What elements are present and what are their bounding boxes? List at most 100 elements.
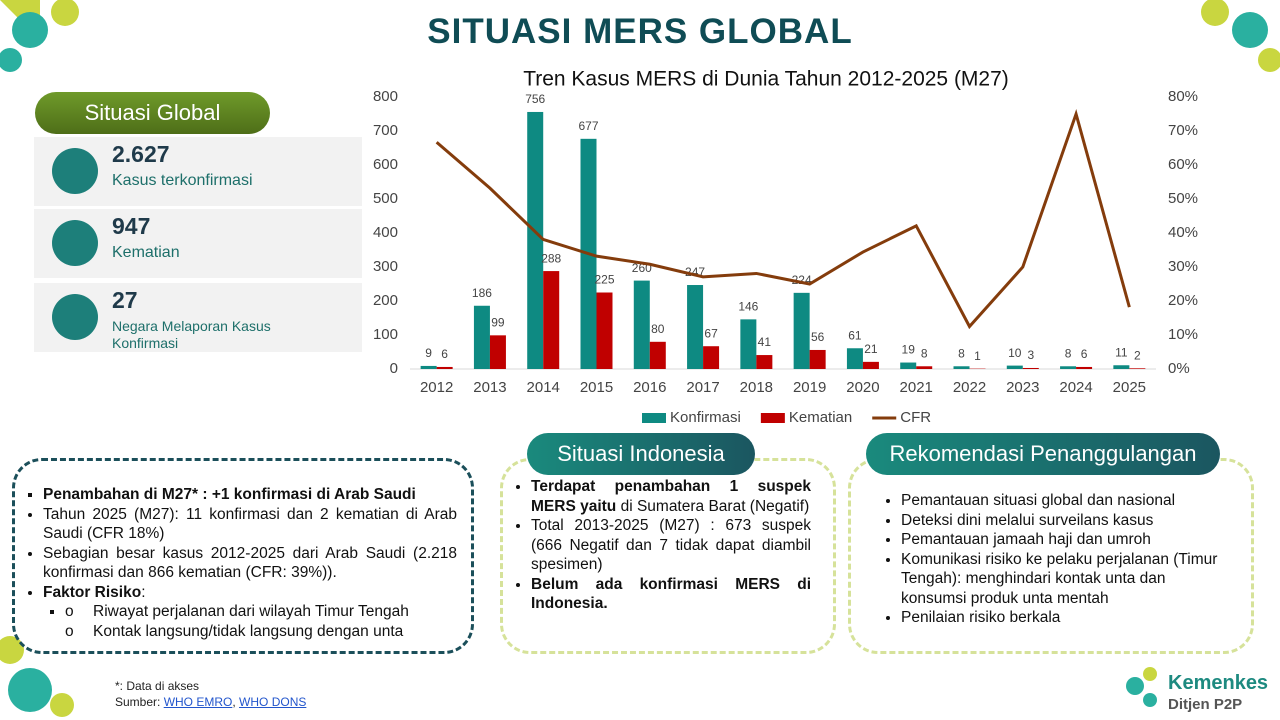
y2-tick-label: 40% xyxy=(1168,224,1198,241)
text-segment: Komunikasi risiko ke pelaku perjalanan (… xyxy=(901,550,1218,607)
text-segment: Penambahan di M27* : +1 konfirmasi di Ar… xyxy=(43,486,416,503)
list-item: Penilaian risiko berkala xyxy=(901,608,1233,628)
value-label: 6 xyxy=(1081,347,1088,361)
x-tick-label: 2014 xyxy=(527,379,560,396)
deco xyxy=(1232,12,1268,48)
text-segment: Terdapat penambahan 1 suspek MERS yaitu xyxy=(531,478,811,515)
x-tick-label: 2021 xyxy=(900,379,933,396)
text-segment: Deteksi dini melalui surveilans kasus xyxy=(901,511,1154,529)
notes-list: Penambahan di M27* : +1 konfirmasi di Ar… xyxy=(15,485,457,641)
stat-label: Kasus terkonfirmasi xyxy=(112,172,253,189)
list-item: Tahun 2025 (M27): 11 konfirmasi dan 2 ke… xyxy=(43,505,457,544)
value-label: 677 xyxy=(578,119,598,133)
x-tick-label: 2017 xyxy=(686,379,719,396)
source-link[interactable]: WHO DONS xyxy=(239,695,307,709)
bar xyxy=(527,111,544,370)
value-label: 225 xyxy=(594,273,614,287)
x-tick-label: 2024 xyxy=(1059,379,1092,396)
notes-box: Penambahan di M27* : +1 konfirmasi di Ar… xyxy=(12,458,474,654)
y-tick-label: 600 xyxy=(373,156,398,173)
bar xyxy=(633,280,650,369)
legend-label: Kematian xyxy=(789,409,852,426)
sub-item: Kontak langsung/tidak langsung dengan un… xyxy=(65,622,457,642)
recommendations-list: Pemantauan situasi global dan nasional De… xyxy=(873,491,1233,628)
list-item: Komunikasi risiko ke pelaku perjalanan (… xyxy=(901,550,1233,609)
value-label: 6 xyxy=(441,347,448,361)
page-title: SITUASI MERS GLOBAL xyxy=(427,12,853,51)
bar xyxy=(953,366,970,369)
bar xyxy=(900,362,917,369)
y2-tick-label: 0% xyxy=(1168,360,1190,377)
line xyxy=(435,108,1131,330)
bar xyxy=(1129,368,1146,369)
value-label: 1 xyxy=(974,349,981,363)
y-tick-label: 400 xyxy=(373,224,398,241)
text-segment: Sebagian besar kasus 2012-2025 dari Arab… xyxy=(43,544,457,582)
stat-card: 947 Kematian xyxy=(34,209,362,278)
stat-value: 27 xyxy=(112,287,138,313)
chart-title: Tren Kasus MERS di Dunia Tahun 2012-2025… xyxy=(523,68,1009,91)
chart: Tren Kasus MERS di Dunia Tahun 2012-2025… xyxy=(373,68,1198,426)
x-tick-label: 2025 xyxy=(1113,379,1146,396)
deco xyxy=(1258,48,1280,72)
y-tick-label: 300 xyxy=(373,258,398,275)
y2-tick-label: 50% xyxy=(1168,190,1198,207)
stat-icon xyxy=(52,148,98,194)
text-segment: Penilaian risiko berkala xyxy=(901,609,1061,626)
x-tick-label: 2020 xyxy=(846,379,879,396)
stat-value: 947 xyxy=(112,213,151,239)
recommendations-box: Pemantauan situasi global dan nasional De… xyxy=(848,458,1254,654)
x-tick-label: 2023 xyxy=(1006,379,1039,396)
value-label: 9 xyxy=(425,346,432,360)
value-label: 8 xyxy=(1065,346,1072,360)
x-tick-label: 2016 xyxy=(633,379,666,396)
value-label: 41 xyxy=(758,335,772,349)
footnote-source: Sumber: WHO EMRO, WHO DONS xyxy=(115,694,306,710)
x-tick-label: 2019 xyxy=(793,379,826,396)
text-segment: Belum ada konfirmasi MERS di Indonesia. xyxy=(531,575,811,613)
stat-icon xyxy=(52,294,98,340)
deco xyxy=(8,668,52,712)
bar xyxy=(473,305,490,369)
indonesia-list: Terdapat penambahan 1 suspek MERS yaitu … xyxy=(503,477,811,614)
stat-card: 27 Negara Melaporan Kasus Konfirmasi xyxy=(34,283,362,352)
legend-swatch xyxy=(642,413,666,423)
value-label: 146 xyxy=(738,300,758,314)
list-item: Sebagian besar kasus 2012-2025 dari Arab… xyxy=(43,544,457,583)
y-tick-label: 700 xyxy=(373,122,398,139)
legend-label: CFR xyxy=(900,409,931,426)
list-item: Pemantauan situasi global dan nasional xyxy=(901,491,1233,511)
y2-tick-label: 30% xyxy=(1168,258,1198,275)
y-tick-label: 0 xyxy=(390,360,398,377)
y2-tick-label: 70% xyxy=(1168,122,1198,139)
y-tick-label: 200 xyxy=(373,292,398,309)
y2-tick-label: 80% xyxy=(1168,88,1198,105)
x-tick-label: 2013 xyxy=(473,379,506,396)
bar xyxy=(1022,367,1039,369)
y2-tick-label: 60% xyxy=(1168,156,1198,173)
value-label: 3 xyxy=(1027,348,1034,362)
bar xyxy=(862,361,879,369)
x-tick-label: 2012 xyxy=(420,379,453,396)
bar xyxy=(1006,365,1023,369)
bar xyxy=(756,355,773,369)
source-link[interactable]: WHO EMRO xyxy=(163,695,233,709)
bar xyxy=(1076,366,1093,369)
y-tick-label: 100 xyxy=(373,326,398,343)
value-label: 186 xyxy=(472,286,492,300)
deco xyxy=(1201,0,1229,26)
list-item: Pemantauan jamaah haji dan umroh xyxy=(901,530,1233,550)
footnote-note: *: Data di akses xyxy=(115,679,200,693)
text-segment: Pemantauan jamaah haji dan umroh xyxy=(901,531,1151,548)
text-segment: : xyxy=(141,583,146,601)
y-tick-label: 500 xyxy=(373,190,398,207)
value-label: 8 xyxy=(921,346,928,360)
value-label: 19 xyxy=(902,343,916,357)
deco xyxy=(50,693,74,717)
legend-label: Konfirmasi xyxy=(670,409,741,426)
section-heading: Situasi Indonesia xyxy=(527,433,755,475)
x-tick-label: 2015 xyxy=(580,379,613,396)
logo-mark xyxy=(1143,693,1157,707)
list-item: Penambahan di M27* : +1 konfirmasi di Ar… xyxy=(43,485,457,505)
